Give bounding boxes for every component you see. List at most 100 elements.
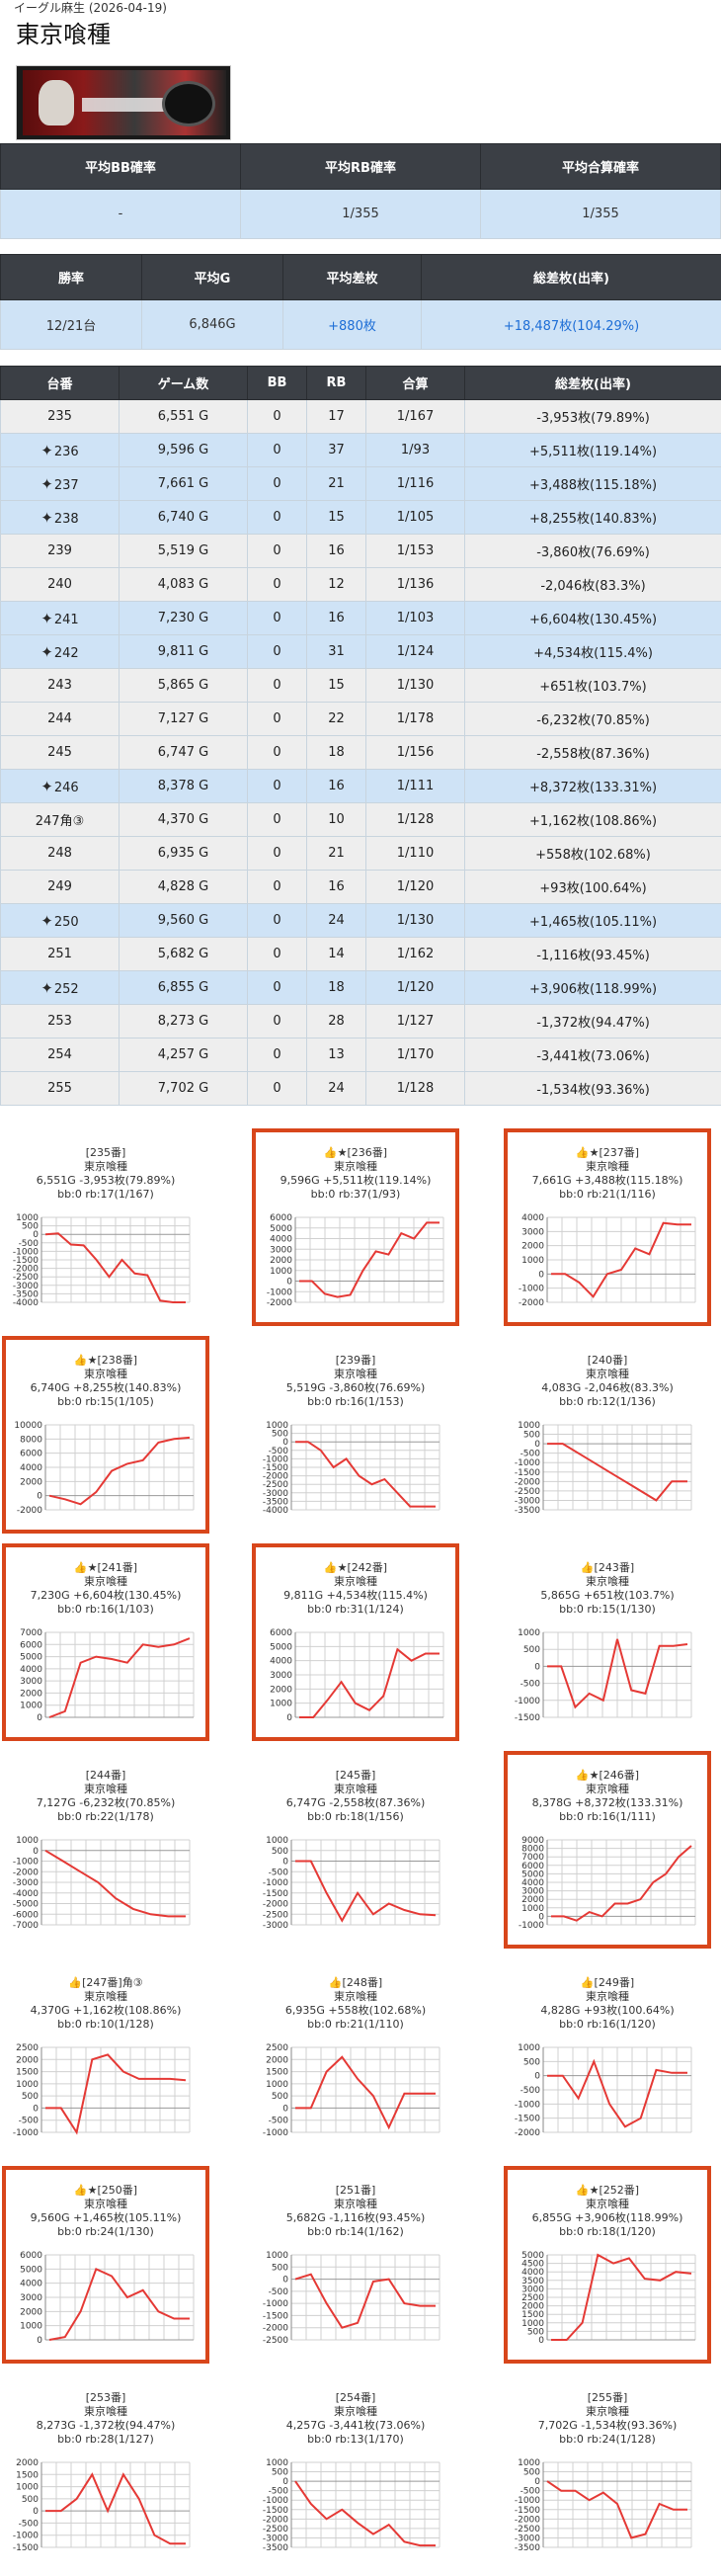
cell-no[interactable]: ✦237	[0, 466, 120, 501]
chart-stats: 5,865G +651枚(103.7%)	[540, 1589, 675, 1602]
machine-chart-card[interactable]: 👍[249番] 東京喰種 4,828G +93枚(100.64%) bb:0 rb:1…	[504, 1958, 711, 2156]
cell-total-text: 1/93	[400, 443, 431, 457]
table-row: 244 7,127 G 0 22 1/178 -6,232枚(70.85%)	[0, 702, 721, 736]
machine-chart-card[interactable]: 👍★[238番] 東京喰種 6,740G +8,255枚(140.83%) bb:0 …	[2, 1336, 209, 1534]
cell-total-text: 1/156	[396, 745, 435, 760]
machine-chart-card[interactable]: 👍★[242番] 東京喰種 9,811G +4,534枚(115.4%) bb:0 r…	[252, 1543, 459, 1741]
machine-chart-card[interactable]: [245番] 東京喰種 6,747G -2,558枚(87.36%) bb:0 rb:…	[252, 1751, 459, 1949]
cell-total-text: 1/136	[396, 577, 435, 592]
cell-no[interactable]: 253	[0, 1004, 120, 1039]
y-tick-label: 500	[272, 2468, 288, 2478]
cell-rb: 21	[306, 466, 366, 501]
chart-caption: 👍★[246番] 東京喰種 8,378G +8,372枚(133.31%) bb:0 …	[508, 1769, 707, 1824]
y-tick-label: -500	[19, 2519, 40, 2529]
cell-no[interactable]: 245	[0, 735, 120, 770]
y-tick-label: -2000	[263, 2324, 288, 2334]
cell-diff: +3,906枚(118.99%)	[464, 970, 721, 1005]
cell-no[interactable]: 239	[0, 534, 120, 568]
cell-diff-text: -1,116枚(93.45%)	[536, 949, 650, 963]
cell-no[interactable]: 243	[0, 668, 120, 703]
cell-no[interactable]: ✦250	[0, 903, 120, 938]
y-tick-label: -2000	[263, 1472, 288, 1482]
cell-diff: -3,860枚(76.69%)	[464, 534, 721, 568]
machine-chart-card[interactable]: [235番] 東京喰種 6,551G -3,953枚(79.89%) bb:0 rb:…	[2, 1128, 209, 1326]
y-tick-label: 3000	[20, 1677, 42, 1687]
y-tick-label: -500	[521, 2487, 541, 2497]
machine-chart-card[interactable]: [255番] 東京喰種 7,702G -1,534枚(93.36%) bb:0 rb:…	[504, 2373, 711, 2571]
machine-chart-card[interactable]: 👍[247番]角③ 東京喰種 4,370G +1,162枚(108.86%) bb:0…	[2, 1958, 209, 2156]
cell-bb-text: 0	[273, 510, 281, 525]
y-tick-label: 1000	[16, 2483, 39, 2493]
chart-bbrb: bb:0 rb:13(1/170)	[307, 2433, 404, 2446]
y-tick-label: -1000	[13, 1247, 39, 1257]
machine-chart-card[interactable]: [240番] 東京喰種 4,083G -2,046枚(83.3%) bb:0 rb:1…	[504, 1336, 711, 1534]
cell-no[interactable]: 247角③	[0, 802, 120, 837]
machine-chart-card[interactable]: [254番] 東京喰種 4,257G -3,441枚(73.06%) bb:0 rb:…	[252, 2373, 459, 2571]
chart-name: 東京喰種	[334, 1368, 377, 1380]
machine-chart-card[interactable]: 👍★[246番] 東京喰種 8,378G +8,372枚(133.31%) bb:0 …	[504, 1751, 711, 1949]
cell-games: 6,747 G	[119, 735, 248, 770]
cell-diff-text: +93枚(100.64%)	[539, 881, 647, 896]
y-tick-label: 0	[286, 1713, 292, 1723]
y-tick-label: 500	[22, 2495, 39, 2505]
chart-name: 東京喰種	[84, 1783, 127, 1795]
machine-chart-card[interactable]: [253番] 東京喰種 8,273G -1,372枚(94.47%) bb:0 rb:…	[2, 2373, 209, 2571]
y-tick-label: 3000	[20, 2293, 42, 2303]
machine-chart-card[interactable]: 👍★[250番] 東京喰種 9,560G +1,465枚(105.11%) bb:0 …	[2, 2166, 209, 2364]
cell-no[interactable]: ✦241	[0, 601, 120, 635]
y-tick-label: 9000	[521, 1836, 544, 1846]
cell-no[interactable]: 235	[0, 399, 120, 434]
table-row: ✦252 6,855 G 0 18 1/120 +3,906枚(118.99%)	[0, 970, 721, 1005]
machine-chart-card[interactable]: 👍★[241番] 東京喰種 7,230G +6,604枚(130.45%) bb:0 …	[2, 1543, 209, 1741]
cell-no[interactable]: 249	[0, 870, 120, 904]
chart-stats: 9,560G +1,465枚(105.11%)	[30, 2211, 182, 2224]
cell-total: 1/105	[365, 500, 465, 535]
machine-chart-card[interactable]: 👍★[237番] 東京喰種 7,661G +3,488枚(115.18%) bb:0 …	[504, 1128, 711, 1326]
cell-rb: 17	[306, 399, 366, 434]
y-tick-label: 500	[272, 1847, 288, 1857]
y-tick-label: -500	[269, 2287, 289, 2297]
cell-no[interactable]: ✦246	[0, 769, 120, 803]
y-tick-label: 6000	[20, 2251, 42, 2261]
cell-no-text: 246	[53, 780, 79, 795]
machine-chart-card[interactable]: [239番] 東京喰種 5,519G -3,860枚(76.69%) bb:0 rb:…	[252, 1336, 459, 1534]
cell-bb-text: 0	[273, 711, 281, 726]
cell-no[interactable]: 254	[0, 1038, 120, 1072]
y-tick-label: -1500	[263, 2311, 288, 2321]
cell-no[interactable]: ✦252	[0, 970, 120, 1005]
cell-no[interactable]: 244	[0, 702, 120, 736]
chart-name: 東京喰種	[334, 1990, 377, 2003]
machine-chart-card[interactable]: [251番] 東京喰種 5,682G -1,116枚(93.45%) bb:0 rb:…	[252, 2166, 459, 2364]
cell-total-text: 1/105	[396, 510, 435, 525]
cell-no[interactable]: 255	[0, 1071, 120, 1106]
machine-chart-card[interactable]: [244番] 東京喰種 7,127G -6,232枚(70.85%) bb:0 rb:…	[2, 1751, 209, 1949]
value-win-rate: 12/21台	[0, 299, 142, 350]
table-row: ✦237 7,661 G 0 21 1/116 +3,488枚(115.18%)	[0, 466, 721, 501]
cell-no[interactable]: ✦236	[0, 433, 120, 467]
cell-games-text: 9,560 G	[157, 913, 209, 928]
cell-no[interactable]: 248	[0, 836, 120, 871]
y-tick-label: -1000	[263, 2299, 288, 2309]
cell-no[interactable]: ✦238	[0, 500, 120, 535]
cell-games-text: 6,551 G	[157, 409, 209, 424]
y-tick-label: -2000	[263, 2515, 288, 2525]
sparkle-icon: ✦	[40, 978, 53, 997]
cell-no[interactable]: 251	[0, 937, 120, 971]
cell-games: 4,083 G	[119, 567, 248, 602]
cell-no[interactable]: ✦242	[0, 634, 120, 669]
y-tick-label: 5000	[20, 2265, 42, 2275]
machine-chart-card[interactable]: 👍★[252番] 東京喰種 6,855G +3,906枚(118.99%) bb:0 …	[504, 2166, 711, 2364]
cell-diff-text: -3,860枚(76.69%)	[536, 545, 650, 560]
chart-stats: 7,230G +6,604枚(130.45%)	[30, 1589, 182, 1602]
chart-bbrb: bb:0 rb:31(1/124)	[307, 1603, 404, 1616]
machine-chart-card[interactable]: 👍[248番] 東京喰種 6,935G +558枚(102.68%) bb:0 rb:…	[252, 1958, 459, 2156]
machine-chart-card[interactable]: 👍[243番] 東京喰種 5,865G +651枚(103.7%) bb:0 rb:1…	[504, 1543, 711, 1741]
machine-chart-card[interactable]: 👍★[236番] 東京喰種 9,596G +5,511枚(119.14%) bb:0 …	[252, 1128, 459, 1326]
chart-caption: [245番] 東京喰種 6,747G -2,558枚(87.36%) bb:0 rb:…	[252, 1769, 459, 1824]
diff-line-chart: 10005000-500-1000-1500-2000-2500-3000-35…	[13, 1213, 191, 1308]
cell-no[interactable]: 240	[0, 567, 120, 602]
y-tick-label: -1500	[515, 1713, 540, 1723]
header-avg-bb: 平均BB確率	[0, 143, 241, 190]
chart-stats: 8,378G +8,372枚(133.31%)	[531, 1796, 683, 1809]
chart-label: 👍★[236番]	[323, 1146, 388, 1159]
